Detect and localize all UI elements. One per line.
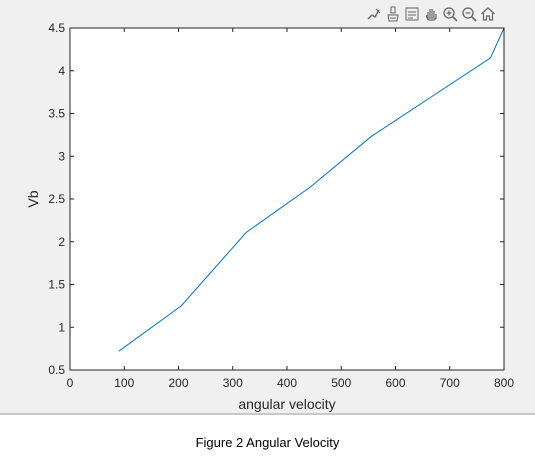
data-tips-icon[interactable] — [402, 4, 421, 24]
x-tick-label: 300 — [223, 376, 243, 390]
axes-toolbar — [364, 4, 497, 24]
x-tick-label: 600 — [385, 376, 405, 390]
x-tick-label: 100 — [114, 376, 134, 390]
y-tick-label: 4.5 — [48, 21, 65, 35]
x-tick-label: 800 — [494, 376, 514, 390]
y-tick-label: 4 — [58, 64, 65, 78]
y-tick-label: 1.5 — [48, 278, 65, 292]
zoom-out-icon[interactable] — [459, 4, 478, 24]
x-tick-label: 400 — [277, 376, 297, 390]
x-tick-label: 200 — [168, 376, 188, 390]
y-tick-label: 3.5 — [48, 107, 65, 121]
y-tick-label: 3 — [58, 149, 65, 163]
zoom-in-icon[interactable] — [440, 4, 459, 24]
plot-area — [70, 28, 504, 370]
window-border — [0, 413, 535, 415]
y-tick-label: 2 — [58, 235, 65, 249]
brush-icon[interactable] — [383, 4, 402, 24]
x-tick-label: 0 — [67, 376, 74, 390]
edit-plot-icon[interactable] — [364, 4, 383, 24]
line-chart: 0 100 200 300 400 500 600 700 800 0.5 1 1.5 2 2.5 3 3.… — [25, 21, 515, 412]
y-tick-label: 2.5 — [48, 192, 65, 206]
x-tick-labels: 0 100 200 300 400 500 600 700 800 — [67, 376, 515, 390]
axes-box — [69, 27, 505, 371]
figure-caption: Figure 2 Angular Velocity — [195, 435, 340, 450]
y-tick-label: 0.5 — [48, 363, 65, 377]
y-tick-labels: 0.5 1 1.5 2 2.5 3 3.5 4 4.5 — [48, 21, 65, 377]
x-tick-label: 700 — [440, 376, 460, 390]
y-axis-label: Vb — [25, 190, 41, 207]
data-series-line — [118, 27, 505, 352]
x-tick-label: 500 — [331, 376, 351, 390]
pan-icon[interactable] — [421, 4, 440, 24]
x-axis-label: angular velocity — [238, 396, 335, 412]
home-icon[interactable] — [478, 4, 497, 24]
y-tick-label: 1 — [58, 320, 65, 334]
